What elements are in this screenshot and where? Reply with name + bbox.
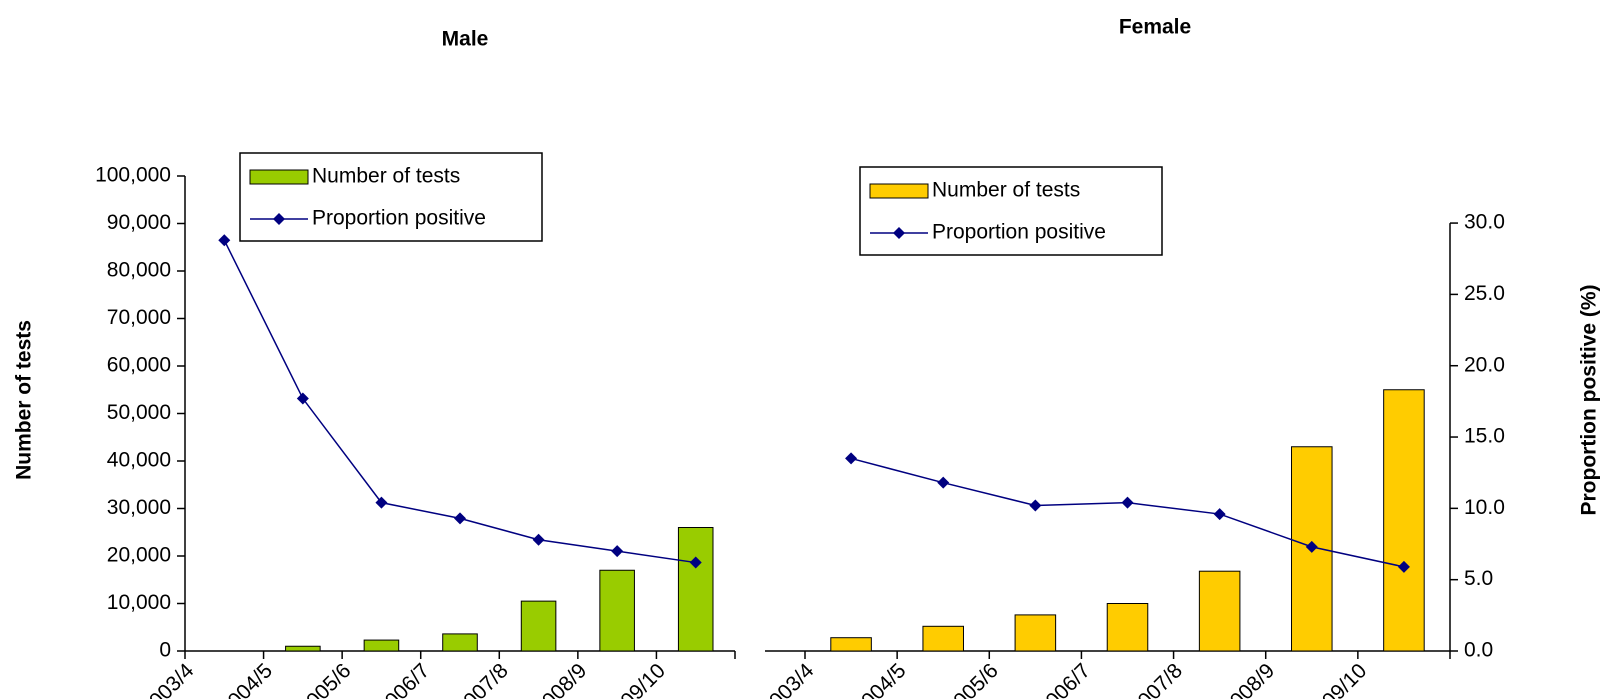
line-point: [1121, 496, 1134, 509]
x-tick-label: 2004/5: [215, 659, 277, 699]
bar: [520, 600, 557, 652]
bar: [285, 645, 321, 652]
chart-title: Male: [442, 28, 489, 51]
line-point: [1029, 499, 1042, 512]
line-point: [937, 476, 950, 489]
y2-tick-label: 10.0: [1464, 496, 1505, 519]
y2-tick-label: 20.0: [1464, 353, 1505, 376]
x-tick-label: 2008/9: [530, 659, 592, 699]
bar: [363, 639, 400, 652]
y-tick-label: 50,000: [107, 401, 171, 424]
y2-tick-label: 30.0: [1464, 211, 1505, 234]
x-tick-label: 2009/10: [1301, 659, 1371, 699]
legend-swatch: [249, 169, 309, 185]
y-tick-label: 10,000: [107, 591, 171, 614]
y-tick-label: 100,000: [95, 164, 171, 187]
line-point: [845, 452, 858, 465]
legend-label: Number of tests: [932, 179, 1080, 202]
x-tick-label: 2009/10: [600, 659, 670, 699]
bar: [1198, 570, 1241, 652]
chart-title: Female: [1119, 16, 1191, 39]
y2-axis-title: Proportion positive (%): [1578, 285, 1601, 516]
x-tick-label: 2006/7: [1033, 659, 1095, 699]
bar: [922, 625, 964, 652]
line-point: [1213, 508, 1226, 521]
legend-swatch: [273, 213, 285, 225]
line-point: [1305, 540, 1318, 553]
y2-tick-label: 0.0: [1464, 639, 1493, 662]
x-tick-label: 2003/4: [757, 659, 819, 699]
bar: [1383, 389, 1425, 652]
x-tick-label: 2006/7: [372, 659, 434, 699]
line-point: [454, 512, 466, 525]
x-tick-label: 2007/8: [451, 659, 513, 699]
y-axis-title: Number of tests: [13, 320, 36, 480]
y-tick-label: 30,000: [107, 496, 171, 519]
legend-box: [859, 166, 1163, 256]
legend-box: [239, 152, 543, 242]
legend-swatch: [893, 227, 905, 239]
line-point: [611, 545, 624, 558]
y-tick-label: 0: [159, 639, 171, 662]
bar: [1014, 614, 1057, 652]
legend-label: Proportion positive: [312, 207, 486, 230]
y-tick-label: 60,000: [107, 354, 171, 377]
y-tick-label: 20,000: [107, 544, 171, 567]
y-tick-label: 40,000: [107, 449, 171, 472]
line-point: [375, 496, 388, 509]
line-point: [218, 234, 231, 247]
line-point: [532, 533, 545, 546]
y-tick-label: 80,000: [107, 259, 171, 282]
legend-label: Number of tests: [312, 165, 460, 188]
x-tick-label: 2005/6: [941, 659, 1003, 699]
y-tick-label: 70,000: [107, 306, 171, 329]
x-tick-label: 2005/6: [294, 659, 356, 699]
line-point: [1397, 560, 1410, 573]
bar: [677, 527, 714, 652]
line-point: [296, 392, 309, 405]
x-tick-label: 2007/8: [1125, 659, 1187, 699]
line-point: [689, 556, 702, 569]
bar: [830, 637, 872, 652]
bar: [599, 569, 635, 652]
y2-tick-label: 5.0: [1464, 567, 1493, 590]
x-tick-label: 2008/9: [1217, 659, 1279, 699]
x-tick-label: 2004/5: [849, 659, 911, 699]
legend-label: Proportion positive: [932, 221, 1106, 244]
legend-swatch: [869, 183, 929, 199]
y2-tick-label: 15.0: [1464, 425, 1505, 448]
y2-tick-label: 25.0: [1464, 282, 1505, 305]
x-tick-label: 2003/4: [137, 659, 199, 699]
bar: [1106, 603, 1149, 652]
y-tick-label: 90,000: [107, 211, 171, 234]
bar: [442, 633, 478, 652]
